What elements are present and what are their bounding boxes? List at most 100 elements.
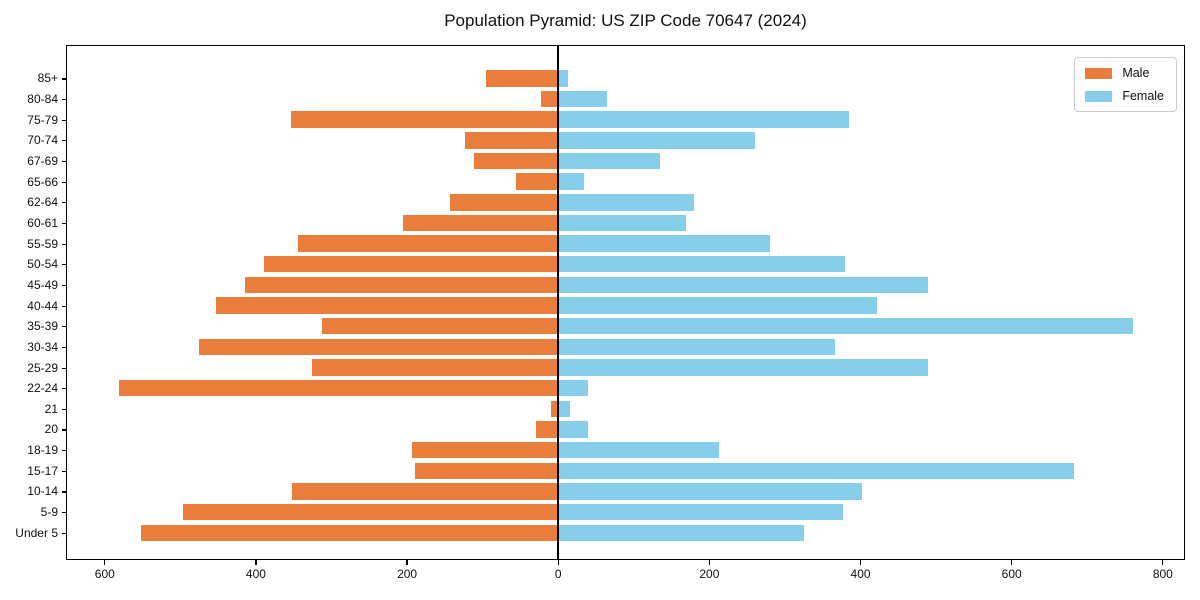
female-bar-67-69 — [558, 152, 660, 170]
pyramid-row-55-59: 55-59 — [27, 233, 1184, 254]
male-bar-25-29 — [311, 359, 559, 376]
female-bar-15-17 — [558, 462, 1074, 480]
y-tick-label: 85+ — [37, 71, 58, 86]
female-bar-85+ — [558, 70, 569, 87]
pyramid-row-22-24: 22-24 — [27, 378, 1184, 399]
female-bar-25-29 — [558, 359, 928, 376]
male-swatch — [1085, 67, 1113, 79]
pyramid-row-50-54: 50-54 — [27, 254, 1184, 275]
chart-title: Population Pyramid: US ZIP Code 70647 (2… — [444, 11, 807, 30]
pyramid-row-Under 5: Under 5 — [15, 522, 1184, 543]
y-tick-label: 62-64 — [27, 195, 58, 210]
legend-item-female: Female — [1085, 89, 1164, 103]
pyramid-row-10-14: 10-14 — [27, 481, 1184, 502]
female-bar-65-66 — [558, 173, 584, 190]
female-swatch — [1085, 90, 1113, 102]
bar-rows-container: 85+ 80-84 75-79 70-74 67-69 65-66 62-64 60-61 55… — [15, 46, 1184, 559]
pyramid-row-45-49: 45-49 — [27, 275, 1184, 296]
y-tick-mark — [62, 305, 66, 307]
y-tick-mark — [62, 388, 66, 390]
zero-axis-line — [557, 46, 559, 559]
x-tick-label: 200 — [699, 567, 720, 581]
y-tick-mark — [62, 264, 66, 266]
y-tick-label: 75-79 — [27, 112, 58, 127]
female-bar-55-59 — [558, 235, 770, 252]
y-tick-label: 70-74 — [27, 133, 58, 148]
male-bar-15-17 — [414, 462, 559, 480]
pyramid-row-80-84: 80-84 — [27, 89, 1184, 110]
x-tick-mark — [708, 560, 710, 566]
male-bar-40-44 — [215, 297, 559, 314]
x-tick-label: 400 — [850, 567, 871, 581]
female-bar-80-84 — [558, 90, 607, 108]
pyramid-row-15-17: 15-17 — [27, 460, 1184, 481]
pyramid-row-60-61: 60-61 — [27, 213, 1184, 234]
male-bar-21 — [550, 400, 559, 418]
male-bar-Under 5 — [141, 524, 559, 542]
y-tick-mark — [62, 346, 66, 349]
pyramid-row-65-66: 65-66 — [27, 171, 1184, 192]
pyramid-row-5-9: 5-9 — [41, 502, 1184, 523]
y-tick-label: 5-9 — [40, 505, 58, 520]
male-bar-20 — [535, 421, 559, 438]
female-bar-60-61 — [558, 214, 686, 232]
y-tick-label: 25-29 — [27, 360, 58, 375]
x-tick-mark — [255, 560, 257, 566]
male-bar-50-54 — [264, 255, 559, 273]
pyramid-row-40-44: 40-44 — [27, 295, 1184, 316]
pyramid-row-30-34: 30-34 — [27, 337, 1184, 358]
y-tick-label: 80-84 — [27, 91, 58, 106]
y-tick-label: 21 — [44, 401, 58, 416]
pyramid-row-21: 21 — [45, 399, 1184, 420]
female-bar-Under 5 — [558, 524, 804, 542]
x-tick-mark — [1162, 560, 1164, 566]
male-bar-80-84 — [540, 90, 559, 108]
y-tick-label: 40-44 — [27, 298, 58, 313]
y-tick-mark — [62, 181, 66, 183]
pyramid-row-35-39: 35-39 — [27, 316, 1184, 337]
y-tick-label: 35-39 — [27, 319, 58, 334]
y-tick-mark — [62, 429, 66, 431]
female-bar-22-24 — [558, 379, 589, 397]
x-tick-mark — [859, 560, 862, 566]
y-tick-mark — [62, 243, 66, 245]
pyramid-row-18-19: 18-19 — [27, 440, 1184, 461]
pyramid-row-20: 20 — [45, 419, 1184, 440]
x-tick-label: 800 — [1152, 567, 1173, 581]
y-tick-label: 15-17 — [27, 463, 58, 478]
male-bar-22-24 — [119, 379, 559, 397]
y-tick-mark — [62, 470, 66, 472]
male-bar-62-64 — [450, 194, 559, 211]
y-tick-mark — [62, 98, 66, 101]
y-tick-mark — [62, 491, 66, 493]
y-tick-mark — [62, 284, 66, 287]
female-bar-21 — [558, 400, 570, 418]
y-tick-label: 55-59 — [27, 236, 58, 251]
male-bar-67-69 — [473, 152, 559, 170]
male-bar-85+ — [486, 70, 559, 87]
x-tick-label: 200 — [397, 567, 418, 581]
y-tick-label: 10-14 — [27, 484, 58, 499]
pyramid-row-85+: 85+ — [38, 68, 1184, 89]
x-tick-mark — [104, 560, 106, 566]
y-tick-label: 30-34 — [27, 339, 58, 354]
pyramid-row-25-29: 25-29 — [27, 357, 1184, 378]
y-tick-label: 45-49 — [27, 277, 58, 292]
x-tick-mark — [406, 560, 408, 566]
male-bar-75-79 — [290, 111, 559, 128]
y-tick-mark — [62, 326, 66, 328]
x-tick-mark — [557, 560, 559, 566]
male-bar-30-34 — [198, 338, 559, 356]
male-bar-70-74 — [465, 132, 559, 149]
x-tick-label: 600 — [1001, 567, 1022, 581]
y-tick-label: 65-66 — [27, 174, 58, 189]
female-bar-18-19 — [558, 441, 720, 459]
female-bar-70-74 — [558, 132, 755, 149]
y-tick-mark — [62, 78, 66, 80]
y-tick-label: 50-54 — [27, 257, 58, 272]
y-tick-label: 18-19 — [27, 443, 58, 458]
pyramid-row-75-79: 75-79 — [27, 109, 1184, 130]
male-bar-65-66 — [515, 173, 559, 190]
female-bar-5-9 — [558, 503, 844, 521]
